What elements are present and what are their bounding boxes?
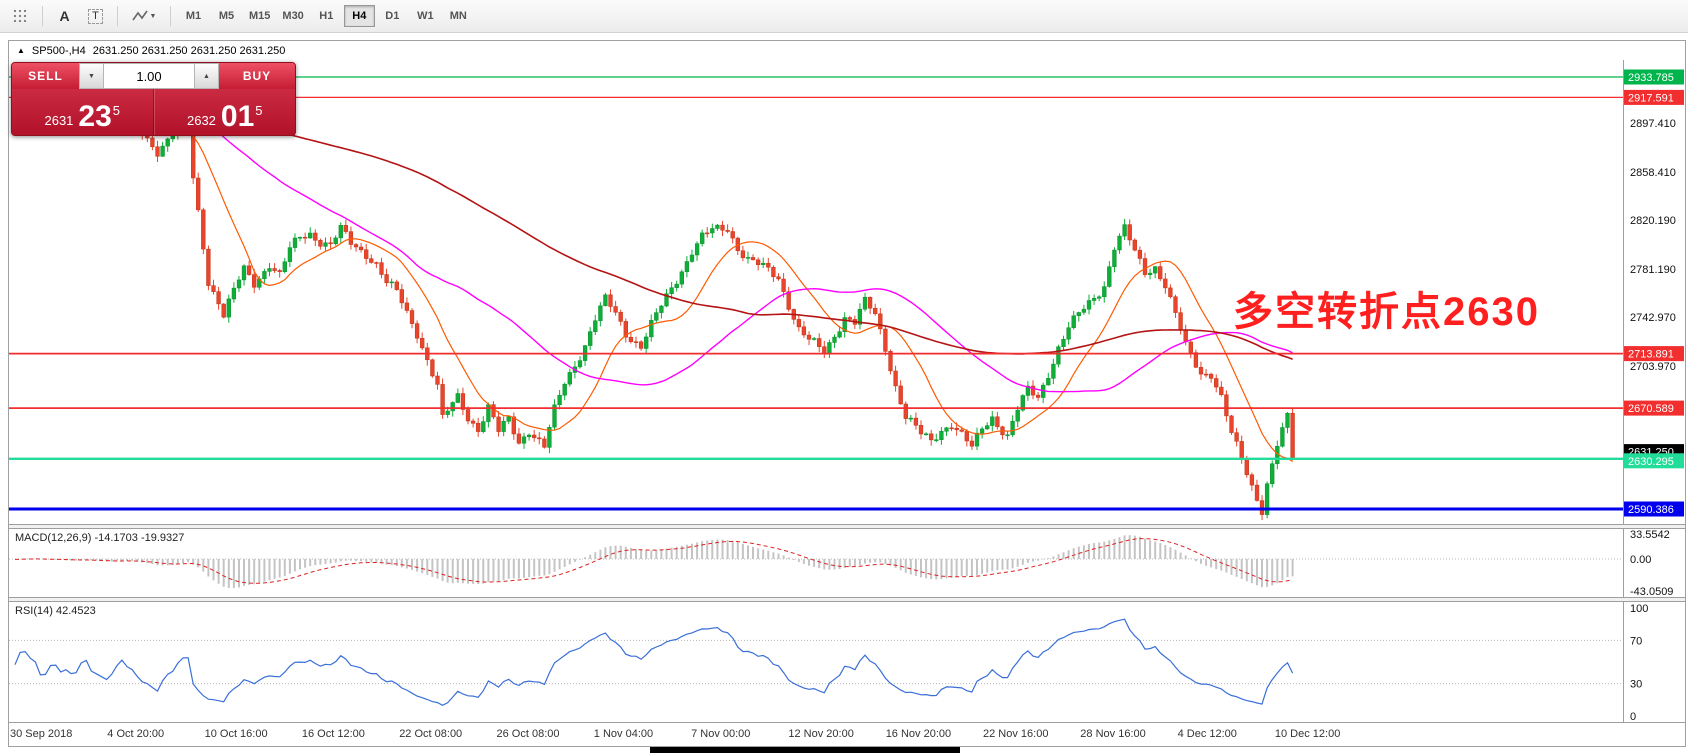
toolbar-separator: [42, 6, 43, 26]
time-label: 10 Dec 12:00: [1274, 728, 1341, 740]
time-label: 1 Nov 04:00: [593, 728, 654, 740]
timeframe-m15[interactable]: M15: [244, 5, 275, 27]
dotted-grid-icon[interactable]: [6, 3, 35, 29]
price-badge: [1624, 400, 1684, 416]
price-badge-label: 2630.295: [1628, 456, 1674, 468]
rsi-scale-label: 100: [1630, 603, 1648, 615]
macd-panel[interactable]: 33.5542 0.00 -43.0509: [9, 529, 1685, 597]
chart-annotation[interactable]: 多空转折点2630: [1233, 290, 1540, 334]
macd-canvas[interactable]: 33.5542 0.00 -43.0509: [9, 529, 1685, 597]
buy-price-big: 01: [220, 100, 255, 133]
rsi-canvas[interactable]: 100 70 30 0: [9, 602, 1685, 722]
candles-layer: [12, 85, 1295, 521]
time-label: 4 Oct 20:00: [107, 728, 165, 740]
price-badge: [1624, 346, 1684, 362]
time-label: 16 Nov 20:00: [885, 728, 952, 740]
rsi-scale-label: 70: [1630, 635, 1642, 647]
volume-down-spinner[interactable]: ▼: [79, 63, 104, 89]
sell-price-sup: 5: [112, 103, 121, 118]
one-click-trading-panel: SELL ▼ ▲ BUY 2631 23 5 2632 01 5: [11, 62, 296, 136]
price-badge-label: 2713.891: [1628, 349, 1674, 361]
timeframe-w1[interactable]: W1: [410, 5, 441, 27]
timeframe-h1[interactable]: H1: [311, 5, 342, 27]
time-label: 28 Nov 16:00: [1080, 728, 1146, 740]
sell-price-prefix: 2631: [44, 113, 74, 128]
buy-button[interactable]: BUY: [219, 63, 295, 89]
toolbar: A T ▼ M1 M5 M15 M30 H1 H4 D1 W1 MN: [0, 0, 1688, 33]
chart-title-bar: ▲ SP500-,H4 2631.250 2631.250 2631.250 2…: [9, 41, 1685, 60]
rsi-scale-label: 0: [1630, 711, 1636, 722]
time-label: 16 Oct 12:00: [301, 728, 365, 740]
ma-line-13: [14, 97, 1293, 463]
time-axis[interactable]: 30 Sep 2018 4 Oct 20:00 10 Oct 16:00 16 Oct…: [9, 722, 1685, 746]
expand-triangle-icon[interactable]: ▲: [17, 46, 25, 55]
rsi-line: [14, 618, 1294, 706]
macd-histogram: [14, 535, 1294, 589]
macd-scale-label: 33.5542: [1630, 529, 1670, 541]
dropdown-caret-icon: ▼: [149, 12, 157, 20]
sell-button[interactable]: SELL: [12, 63, 79, 89]
time-label: 26 Oct 08:00: [496, 728, 560, 740]
timeframe-mn[interactable]: MN: [443, 5, 474, 27]
shapes-tool-icon[interactable]: ▼: [125, 3, 163, 29]
main-chart-area[interactable]: 2897.410 2858.410 2820.190 2781.190 2742.970…: [9, 60, 1685, 524]
y-axis-tick: 2742.970: [1630, 312, 1676, 324]
rsi-indicator-label: RSI(14) 42.4523: [15, 605, 96, 617]
time-label: 7 Nov 00:00: [691, 728, 751, 740]
buy-price-display[interactable]: 2632 01 5: [153, 89, 296, 135]
time-label: 30 Sep 2018: [10, 728, 73, 740]
bottom-taskbar-fragment: [650, 747, 960, 753]
chart-window: ▲ SP500-,H4 2631.250 2631.250 2631.250 2…: [8, 40, 1686, 747]
price-badge: [1624, 501, 1684, 517]
buy-price-prefix: 2632: [186, 113, 216, 128]
timeframe-m1[interactable]: M1: [178, 5, 209, 27]
panel-divider[interactable]: [9, 597, 1685, 602]
time-label: 12 Nov 20:00: [788, 728, 854, 740]
ma-line-45: [14, 97, 1293, 393]
price-chart-canvas[interactable]: 2897.410 2858.410 2820.190 2781.190 2742.970…: [9, 60, 1685, 524]
timeframe-group: M1 M5 M15 M30 H1 H4 D1 W1 MN: [177, 5, 475, 27]
text-label-tool-icon[interactable]: A: [59, 8, 70, 24]
price-badge-label: 2933.785: [1628, 72, 1674, 84]
y-axis-tick: 2703.970: [1630, 361, 1676, 373]
panel-divider[interactable]: [9, 524, 1685, 529]
price-badge: [1624, 453, 1684, 469]
chart-symbol-period: SP500-,H4: [31, 44, 86, 57]
volume-input[interactable]: [104, 63, 194, 89]
sell-price-big: 23: [78, 100, 112, 133]
macd-scale-label: -43.0509: [1630, 586, 1673, 597]
price-badge: [1624, 89, 1684, 105]
time-label: 22 Nov 16:00: [983, 728, 1049, 740]
timeframe-m30[interactable]: M30: [277, 5, 308, 27]
macd-signal-line: [14, 538, 1293, 584]
timeframe-h4[interactable]: H4: [343, 5, 375, 27]
timeframe-m5[interactable]: M5: [211, 5, 242, 27]
text-box-tool-icon[interactable]: T: [81, 3, 110, 29]
macd-indicator-label: MACD(12,26,9) -14.1703 -19.9327: [15, 532, 185, 544]
toolbar-separator: [117, 6, 118, 26]
y-axis-tick: 2820.190: [1630, 215, 1676, 227]
y-axis-tick: 2897.410: [1630, 118, 1676, 130]
time-label: 22 Oct 08:00: [399, 728, 463, 740]
price-badge: [1624, 69, 1684, 85]
volume-up-spinner[interactable]: ▲: [194, 63, 219, 89]
y-axis-tick: 2858.410: [1630, 167, 1676, 179]
y-axis-tick: 2781.190: [1630, 264, 1676, 276]
rsi-scale-label: 30: [1630, 679, 1642, 691]
buy-price-sup: 5: [255, 103, 263, 118]
timeframe-d1[interactable]: D1: [377, 5, 408, 27]
chart-ohlc-values: 2631.250 2631.250 2631.250 2631.250: [92, 44, 286, 57]
price-badge-label: 2670.589: [1628, 403, 1674, 415]
price-badge-label: 2590.386: [1628, 504, 1674, 516]
time-label: 10 Oct 16:00: [204, 728, 268, 740]
time-label: 4 Dec 12:00: [1177, 728, 1237, 740]
macd-scale-label: 0.00: [1630, 554, 1651, 566]
toolbar-separator: [170, 6, 171, 26]
price-badge-label: 2917.591: [1628, 92, 1674, 104]
sell-price-display[interactable]: 2631 23 5: [12, 89, 154, 135]
rsi-panel[interactable]: 100 70 30 0: [9, 602, 1685, 722]
